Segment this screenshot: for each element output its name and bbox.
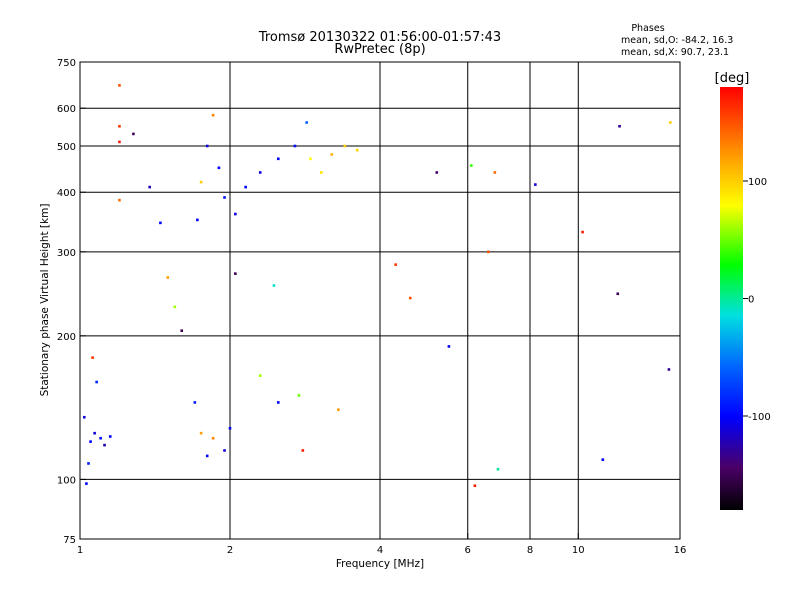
data-point [534, 183, 537, 186]
data-point [435, 171, 439, 174]
data-point [103, 443, 106, 447]
data-point [293, 144, 297, 148]
axis-ticks: 1 2 4 6 8 10 16 75 100 200 300 400 500 600 750 [57, 58, 686, 556]
data-point [408, 296, 412, 300]
data-point [118, 84, 121, 87]
data-point [355, 148, 359, 152]
data-point [91, 356, 94, 359]
data-point [581, 230, 584, 234]
data-point [166, 276, 170, 279]
colorbar-tick-label: 0 [748, 295, 754, 306]
y-tick-label: 600 [57, 104, 76, 115]
data-point [618, 124, 621, 128]
stats-line-x: mean, sd,X: 90.7, 23.1 [621, 47, 729, 58]
stats-line-o: mean, sd,O: -84.2, 16.3 [621, 35, 733, 46]
data-point [234, 212, 237, 216]
data-point [301, 449, 305, 452]
data-point [667, 368, 671, 371]
data-point [193, 401, 197, 404]
chart-subtitle: RwPretec (8p) [334, 42, 425, 57]
x-tick-label: 2 [227, 545, 233, 556]
data-point [343, 144, 347, 148]
data-point [244, 185, 247, 189]
data-point [93, 431, 96, 435]
x-tick-label: 10 [572, 545, 585, 556]
data-point [394, 263, 397, 266]
y-tick-label: 750 [57, 58, 76, 69]
data-point [82, 415, 86, 419]
data-point [199, 431, 203, 435]
x-axis-label: Frequency [MHz] [336, 558, 424, 570]
data-point [223, 196, 226, 199]
data-point [199, 180, 203, 184]
x-tick-label: 1 [77, 545, 83, 556]
data-point [205, 144, 209, 148]
data-point [118, 198, 121, 202]
data-point [85, 482, 88, 485]
data-point [601, 458, 605, 461]
data-point [276, 157, 280, 161]
data-point [223, 449, 226, 452]
data-point [470, 164, 473, 167]
data-point [330, 153, 334, 156]
data-point [217, 166, 221, 170]
data-point [473, 484, 477, 488]
data-point [87, 462, 90, 465]
data-point [272, 284, 276, 287]
stats-header: Phases [631, 23, 664, 34]
colorbar-ticks: 100 0 -100 [743, 177, 771, 423]
data-point [118, 140, 121, 144]
y-tick-label: 400 [57, 188, 76, 199]
data-point [447, 345, 451, 348]
data-point [258, 374, 262, 377]
grid-lines [80, 62, 680, 539]
data-point [258, 171, 262, 174]
data-point [211, 436, 215, 440]
data-point [148, 185, 152, 189]
data-point [616, 292, 620, 296]
data-point [309, 157, 312, 161]
data-point [108, 435, 112, 438]
data-point [132, 132, 135, 136]
y-tick-label: 200 [57, 332, 76, 343]
data-point [669, 121, 672, 124]
colorbar-label: [deg] [715, 71, 750, 86]
data-point [234, 272, 237, 275]
y-axis-label: Stationary phase Virtual Height [km] [39, 204, 51, 397]
data-point [205, 454, 209, 458]
data-point [297, 394, 301, 397]
data-point [228, 426, 232, 430]
x-tick-label: 8 [527, 545, 533, 556]
y-tick-label: 500 [57, 142, 76, 153]
colorbar-tick-label: -100 [748, 412, 771, 423]
chart-title: Tromsø 20130322 01:56:00-01:57:43 [258, 30, 501, 45]
data-point [305, 121, 308, 124]
data-point [99, 436, 102, 440]
y-tick-label: 75 [63, 535, 76, 546]
data-point [496, 467, 500, 471]
x-tick-label: 16 [674, 545, 687, 556]
data-point [276, 401, 280, 404]
x-tick-label: 4 [377, 545, 383, 556]
data-point [196, 218, 199, 222]
data-point [89, 440, 92, 443]
colorbar [720, 87, 743, 510]
x-tick-label: 6 [465, 545, 471, 556]
data-point [173, 305, 177, 309]
data-point [493, 171, 497, 174]
data-point [487, 250, 490, 254]
data-point [95, 380, 98, 384]
data-point [337, 408, 340, 412]
data-point [118, 124, 121, 128]
data-point [159, 221, 162, 225]
colorbar-tick-label: 100 [748, 177, 767, 188]
data-points [82, 84, 672, 488]
data-point [320, 171, 323, 174]
data-point [180, 329, 184, 332]
data-point [211, 113, 215, 117]
y-tick-label: 100 [57, 475, 76, 486]
y-tick-label: 300 [57, 248, 76, 259]
